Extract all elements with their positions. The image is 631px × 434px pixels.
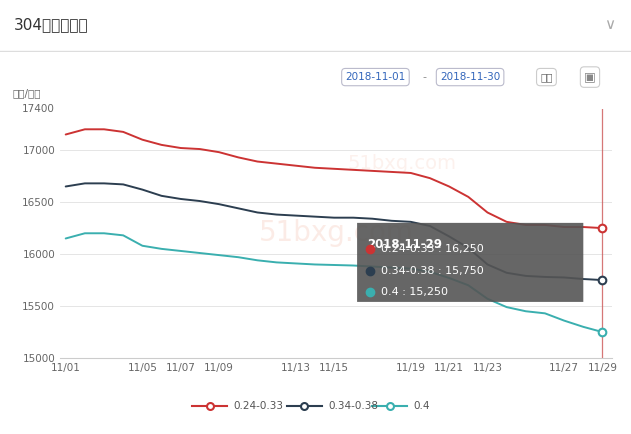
Text: 2018-11-01: 2018-11-01: [345, 72, 406, 82]
Y-axis label: （元/吨）: （元/吨）: [13, 89, 41, 99]
Text: 0.34-0.38: 0.34-0.38: [328, 401, 378, 411]
Text: 51bxg.com: 51bxg.com: [348, 154, 457, 173]
Text: 0.34-0.38 : 15,750: 0.34-0.38 : 15,750: [381, 266, 484, 276]
Text: ▣: ▣: [584, 71, 596, 84]
Text: 51bxg.com: 51bxg.com: [259, 219, 413, 247]
FancyBboxPatch shape: [357, 223, 583, 302]
Text: 0.4: 0.4: [413, 401, 430, 411]
Text: 2018-11-30: 2018-11-30: [440, 72, 500, 82]
Text: 查询: 查询: [540, 72, 553, 82]
Text: 0.24-0.33: 0.24-0.33: [233, 401, 283, 411]
Text: 304装饰管基价: 304装饰管基价: [14, 17, 88, 33]
Text: 0.4 : 15,250: 0.4 : 15,250: [381, 286, 448, 296]
Text: ∨: ∨: [604, 17, 615, 33]
Text: -: -: [422, 72, 426, 82]
Text: 2018-11-29: 2018-11-29: [367, 238, 442, 251]
Text: 0.24-0.33 : 16,250: 0.24-0.33 : 16,250: [381, 244, 484, 254]
